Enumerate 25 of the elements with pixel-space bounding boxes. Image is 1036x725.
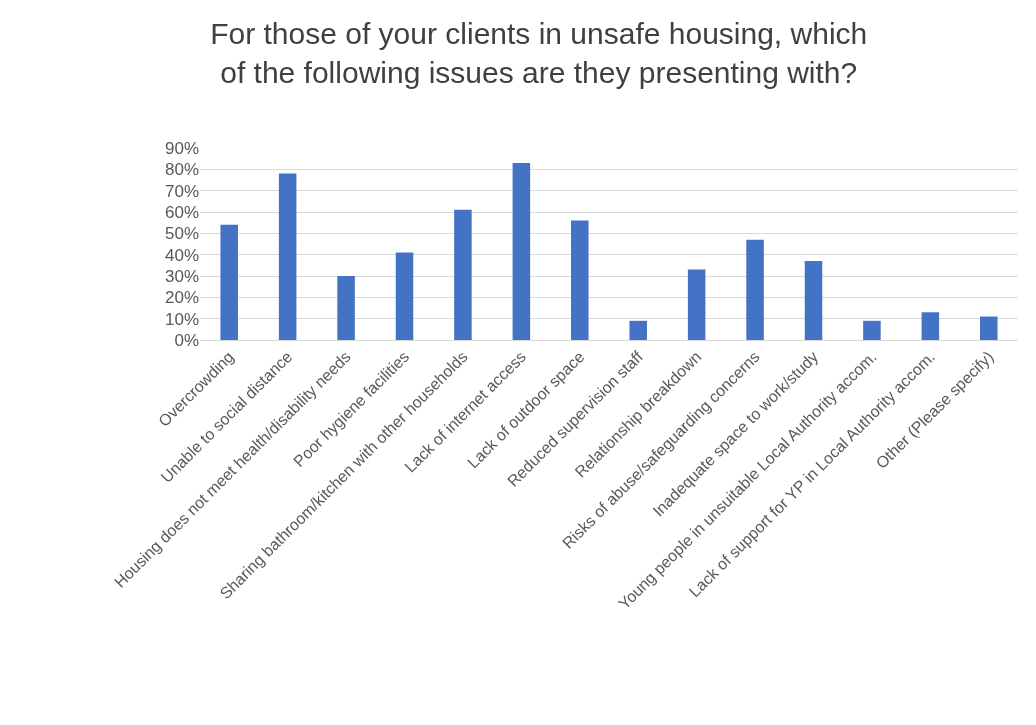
bar (220, 224, 238, 340)
y-tick-label: 80% (164, 160, 199, 180)
bar (629, 320, 647, 340)
y-tick-label: 50% (164, 224, 199, 244)
bar (512, 162, 531, 340)
bar (804, 261, 823, 340)
bar (337, 276, 355, 340)
bar (746, 239, 764, 340)
y-tick-label: 10% (164, 309, 199, 329)
bar (454, 209, 472, 340)
chart-title: For those of your clients in unsafe housing, which of the following issues are they presenting with? (210, 16, 868, 89)
y-tick-label: 20% (164, 288, 199, 308)
bar (395, 252, 414, 340)
y-tick-label: 70% (164, 181, 199, 201)
y-tick-label: 60% (164, 202, 199, 222)
y-tick-label: 40% (164, 245, 199, 265)
y-tick-label: 90% (164, 138, 199, 158)
bar (278, 173, 297, 340)
bar (687, 269, 706, 340)
bar (921, 312, 940, 340)
y-tick-label: 0% (174, 330, 199, 350)
bar (571, 220, 589, 340)
y-tick-label: 30% (164, 266, 199, 286)
bar (863, 320, 881, 340)
bar (980, 316, 998, 340)
